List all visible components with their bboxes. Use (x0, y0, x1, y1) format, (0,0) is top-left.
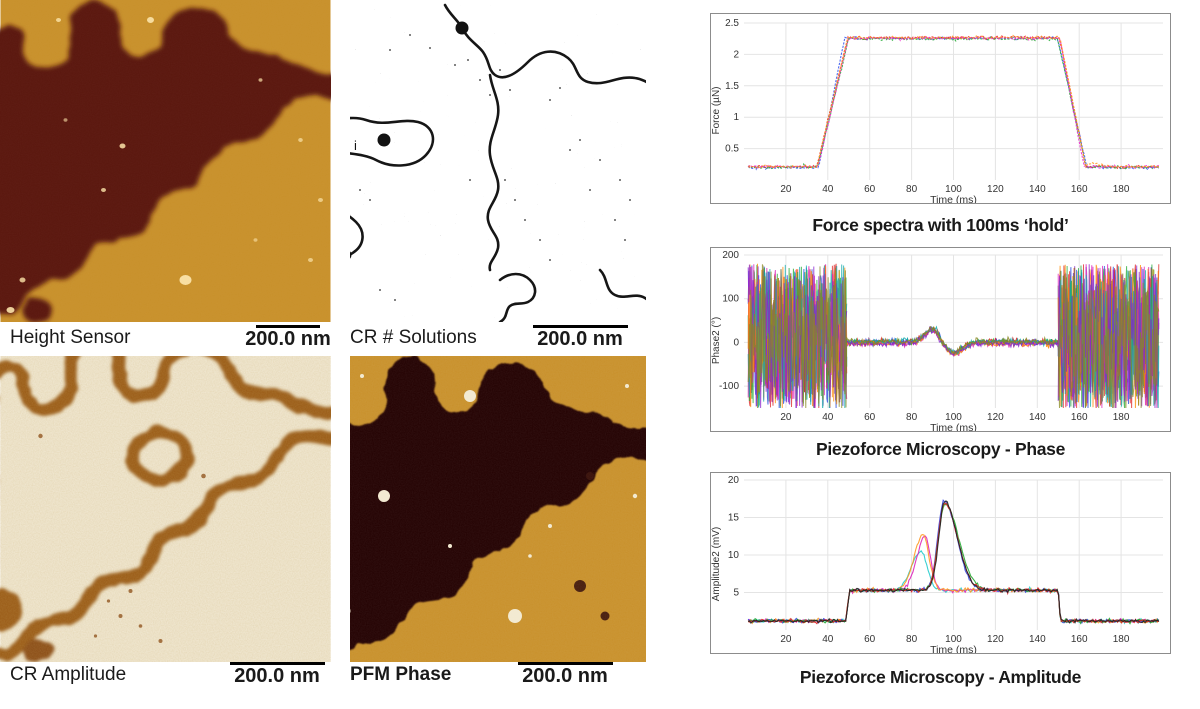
svg-text:40: 40 (822, 412, 834, 423)
svg-text:20: 20 (780, 412, 792, 423)
svg-text:60: 60 (864, 634, 876, 645)
svg-text:2.5: 2.5 (725, 18, 739, 29)
svg-text:0: 0 (733, 337, 739, 348)
svg-text:120: 120 (987, 412, 1004, 423)
svg-text:80: 80 (906, 634, 918, 645)
svg-text:Force (µN): Force (µN) (711, 87, 722, 135)
svg-text:80: 80 (906, 184, 918, 195)
svg-text:100: 100 (722, 294, 739, 305)
svg-text:80: 80 (906, 412, 918, 423)
svg-text:1.5: 1.5 (725, 81, 739, 92)
svg-text:60: 60 (864, 184, 876, 195)
svg-text:180: 180 (1113, 184, 1130, 195)
svg-text:160: 160 (1071, 412, 1088, 423)
svg-text:0.5: 0.5 (725, 144, 739, 155)
svg-text:40: 40 (822, 634, 834, 645)
svg-text:Amplitude2 (mV): Amplitude2 (mV) (711, 527, 722, 601)
svg-text:Phase2 (°): Phase2 (°) (711, 317, 722, 364)
svg-text:180: 180 (1113, 634, 1130, 645)
svg-text:20: 20 (780, 634, 792, 645)
svg-text:10: 10 (728, 550, 740, 561)
svg-text:140: 140 (1029, 184, 1046, 195)
svg-text:15: 15 (728, 513, 740, 524)
svg-text:40: 40 (822, 184, 834, 195)
svg-text:5: 5 (733, 588, 739, 599)
svg-text:160: 160 (1071, 634, 1088, 645)
svg-text:180: 180 (1113, 412, 1130, 423)
svg-text:1: 1 (733, 112, 739, 123)
svg-text:20: 20 (780, 184, 792, 195)
svg-text:120: 120 (987, 184, 1004, 195)
svg-text:120: 120 (987, 634, 1004, 645)
svg-text:-100: -100 (719, 381, 739, 392)
svg-text:Time (ms): Time (ms) (930, 644, 977, 654)
svg-text:140: 140 (1029, 412, 1046, 423)
svg-text:200: 200 (722, 250, 739, 261)
svg-text:20: 20 (728, 475, 740, 486)
svg-text:60: 60 (864, 412, 876, 423)
svg-text:160: 160 (1071, 184, 1088, 195)
svg-text:140: 140 (1029, 634, 1046, 645)
svg-text:Time (ms): Time (ms) (930, 194, 977, 204)
svg-text:Time (ms): Time (ms) (930, 422, 977, 432)
svg-text:2: 2 (733, 49, 739, 60)
